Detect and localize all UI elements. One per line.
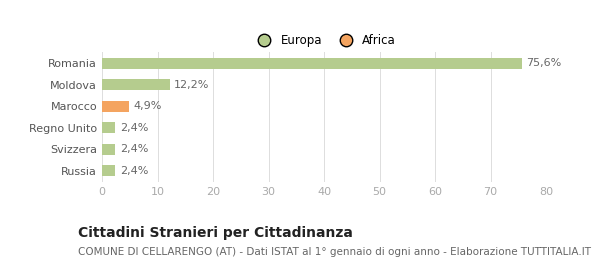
Text: 12,2%: 12,2% [174,80,209,90]
Bar [102,144,115,155]
Bar [102,79,170,90]
Bar [102,101,129,112]
Bar [102,165,115,176]
Text: 2,4%: 2,4% [120,144,148,154]
Text: 2,4%: 2,4% [120,123,148,133]
Text: Cittadini Stranieri per Cittadinanza: Cittadini Stranieri per Cittadinanza [78,226,353,240]
Legend: Europa, Africa: Europa, Africa [247,29,401,52]
Text: 4,9%: 4,9% [134,101,162,111]
Bar [102,58,521,69]
Bar [102,122,115,133]
Text: 2,4%: 2,4% [120,166,148,176]
Text: 75,6%: 75,6% [526,58,561,68]
Text: COMUNE DI CELLARENGO (AT) - Dati ISTAT al 1° gennaio di ogni anno - Elaborazione: COMUNE DI CELLARENGO (AT) - Dati ISTAT a… [78,247,591,257]
